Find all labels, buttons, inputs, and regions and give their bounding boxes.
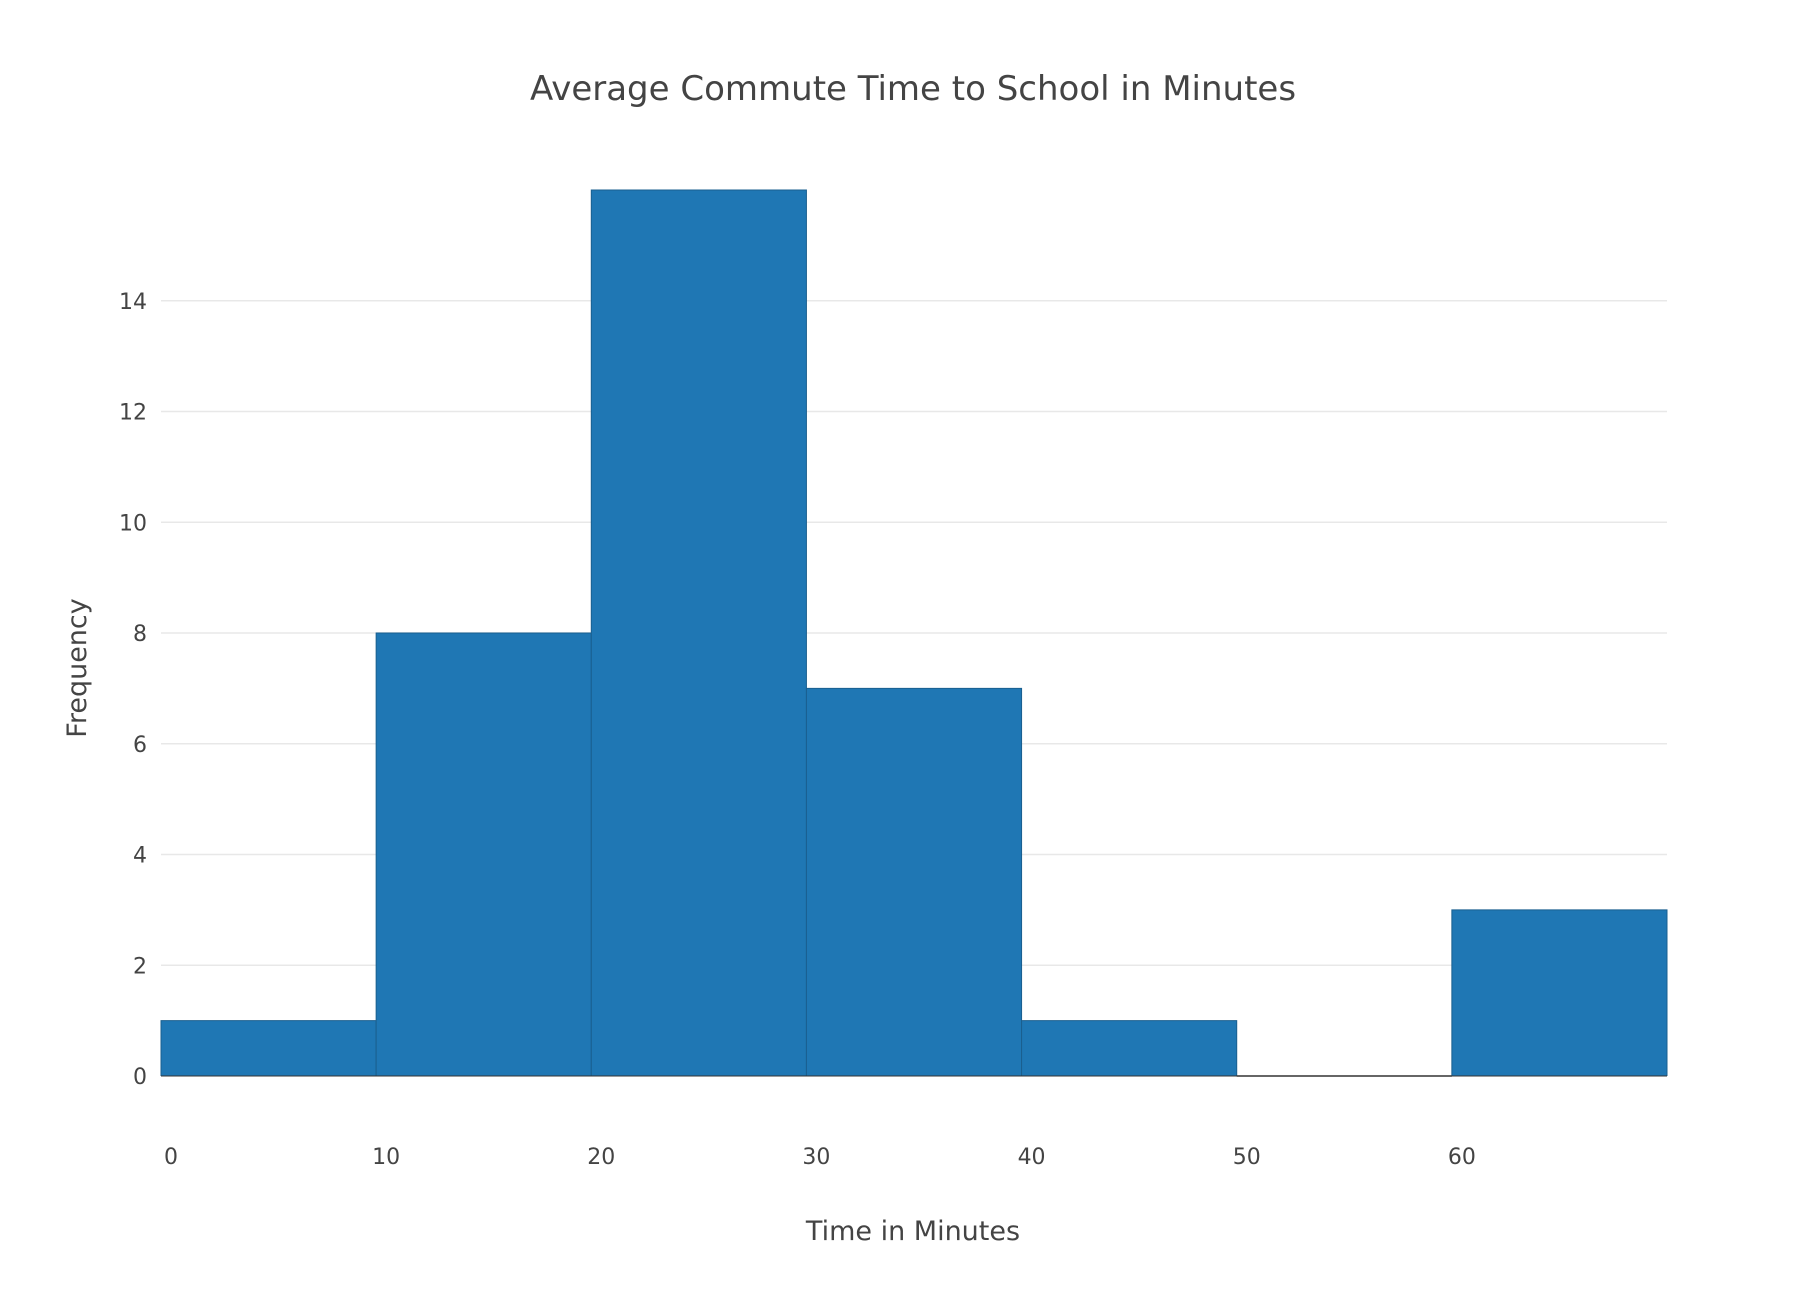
y-tick-label: 2 <box>133 954 147 979</box>
x-tick-label: 0 <box>164 1145 178 1170</box>
histogram-bar-outline <box>805 687 1023 1076</box>
y-tick-label: 6 <box>133 733 147 758</box>
x-tick-label: 20 <box>587 1145 615 1170</box>
y-tick-label: 10 <box>119 511 147 536</box>
x-tick-label: 60 <box>1448 1145 1476 1170</box>
y-tick-label: 14 <box>119 290 147 315</box>
x-tick-label: 40 <box>1018 1145 1046 1170</box>
histogram-bar-outline <box>1021 1020 1238 1076</box>
x-axis-label: Time in Minutes <box>805 1216 1020 1247</box>
y-tick-label: 12 <box>119 401 147 426</box>
histogram-bar <box>1021 1020 1237 1076</box>
y-tick-label: 0 <box>133 1065 147 1090</box>
x-tick-label: 10 <box>372 1145 400 1170</box>
histogram-bar-outline <box>1451 909 1668 1076</box>
y-tick-label: 8 <box>133 622 147 647</box>
histogram-bar <box>161 1020 377 1076</box>
y-axis-label: Frequency <box>62 598 93 738</box>
x-axis-tick-labels: 0 10 20 30 40 50 60 <box>164 1145 1476 1170</box>
histogram-bar <box>376 633 592 1076</box>
chart-title: Average Commute Time to School in Minute… <box>530 69 1296 109</box>
y-tick-label: 4 <box>133 844 147 869</box>
histogram-bar <box>591 190 807 1076</box>
bars <box>160 189 1668 1077</box>
histogram-bar-outline <box>590 189 807 1076</box>
x-tick-label: 50 <box>1233 1145 1261 1170</box>
histogram-bar <box>806 688 1022 1076</box>
histogram-bar <box>1451 909 1667 1076</box>
y-axis-tick-labels: 0 2 4 6 8 10 12 14 <box>119 290 147 1090</box>
x-tick-label: 30 <box>802 1145 830 1170</box>
